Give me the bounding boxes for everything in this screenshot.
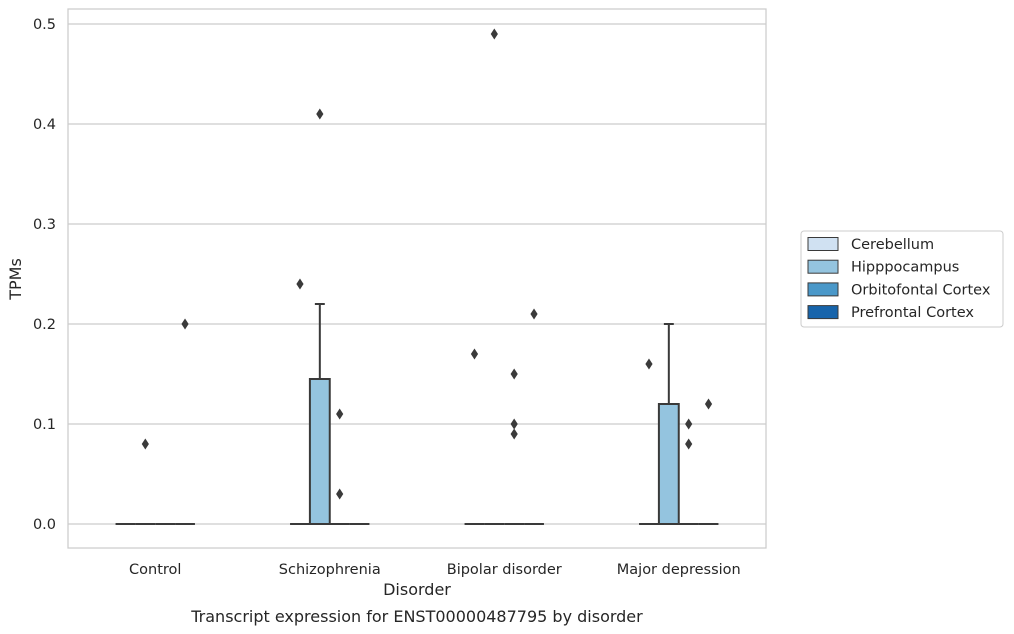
- box-series-group: [115, 28, 719, 525]
- outlier-point: [296, 278, 304, 290]
- outlier-point: [316, 108, 324, 120]
- x-tick-label: Major depression: [617, 562, 741, 578]
- outlier-point: [470, 348, 479, 360]
- outlier-point: [530, 308, 538, 320]
- box: [657, 323, 680, 525]
- outlier-point: [510, 368, 518, 380]
- box: [175, 318, 195, 525]
- series-prefrontal-cortex: [175, 308, 719, 525]
- outlier-point: [490, 28, 498, 40]
- x-tick-labels: Control Schizophrenia Bipolar disorder Majo…: [129, 562, 741, 578]
- box: [504, 368, 525, 525]
- y-tick-label: 0.3: [33, 217, 56, 233]
- box: [484, 28, 505, 525]
- legend-swatch: [807, 305, 839, 320]
- legend-label: Hipppocampus: [851, 260, 959, 276]
- box: [678, 418, 699, 525]
- legend-label: Prefrontal Cortex: [851, 305, 974, 321]
- series-cerebellum: [115, 278, 659, 525]
- box: [290, 278, 310, 525]
- box-iqr: [657, 403, 680, 525]
- legend: Cerebellum Hipppocampus Orbitofontal Corte…: [800, 230, 1004, 328]
- series-hipppocampus: [135, 28, 680, 525]
- outlier-point: [645, 358, 653, 370]
- outlier-point: [141, 438, 149, 450]
- legend-label: Orbitofontal Cortex: [851, 282, 991, 298]
- series-orbitofontal-cortex: [155, 368, 699, 525]
- x-tick-label: Bipolar disorder: [447, 562, 562, 578]
- x-tick-label: Schizophrenia: [279, 562, 381, 578]
- y-tick-label: 0.1: [33, 417, 56, 433]
- chart-caption: Transcript expression for ENST0000048779…: [190, 607, 643, 626]
- outlier-point: [510, 418, 518, 430]
- legend-swatch: [807, 259, 839, 274]
- outlier-point: [685, 418, 693, 430]
- box-iqr: [308, 378, 331, 525]
- legend-frame: [800, 230, 1004, 328]
- y-tick-label: 0.4: [33, 117, 56, 133]
- y-tick-label: 0.5: [33, 17, 56, 33]
- x-tick-label: Control: [129, 562, 181, 578]
- legend-swatch: [807, 282, 839, 297]
- outlier-point: [181, 318, 189, 330]
- box: [308, 108, 331, 525]
- y-tick-label: 0.2: [33, 317, 56, 333]
- box: [329, 408, 350, 525]
- box: [464, 348, 485, 525]
- y-tick-labels: 0.0 0.1 0.2 0.3 0.4 0.5: [33, 17, 56, 533]
- box: [639, 358, 659, 525]
- x-axis-title: Disorder: [383, 580, 451, 599]
- legend-label: Cerebellum: [851, 237, 934, 253]
- y-tick-label: 0.0: [33, 517, 56, 533]
- y-axis-title: TPMs: [6, 258, 25, 301]
- plot-area: [67, 8, 767, 549]
- box: [135, 438, 156, 525]
- box: [698, 398, 719, 525]
- outlier-point: [510, 428, 518, 440]
- outlier-point: [336, 488, 344, 500]
- box: [524, 308, 544, 525]
- legend-swatch: [807, 237, 839, 251]
- outlier-point: [336, 408, 344, 420]
- outlier-point: [704, 398, 713, 410]
- outlier-point: [685, 438, 693, 450]
